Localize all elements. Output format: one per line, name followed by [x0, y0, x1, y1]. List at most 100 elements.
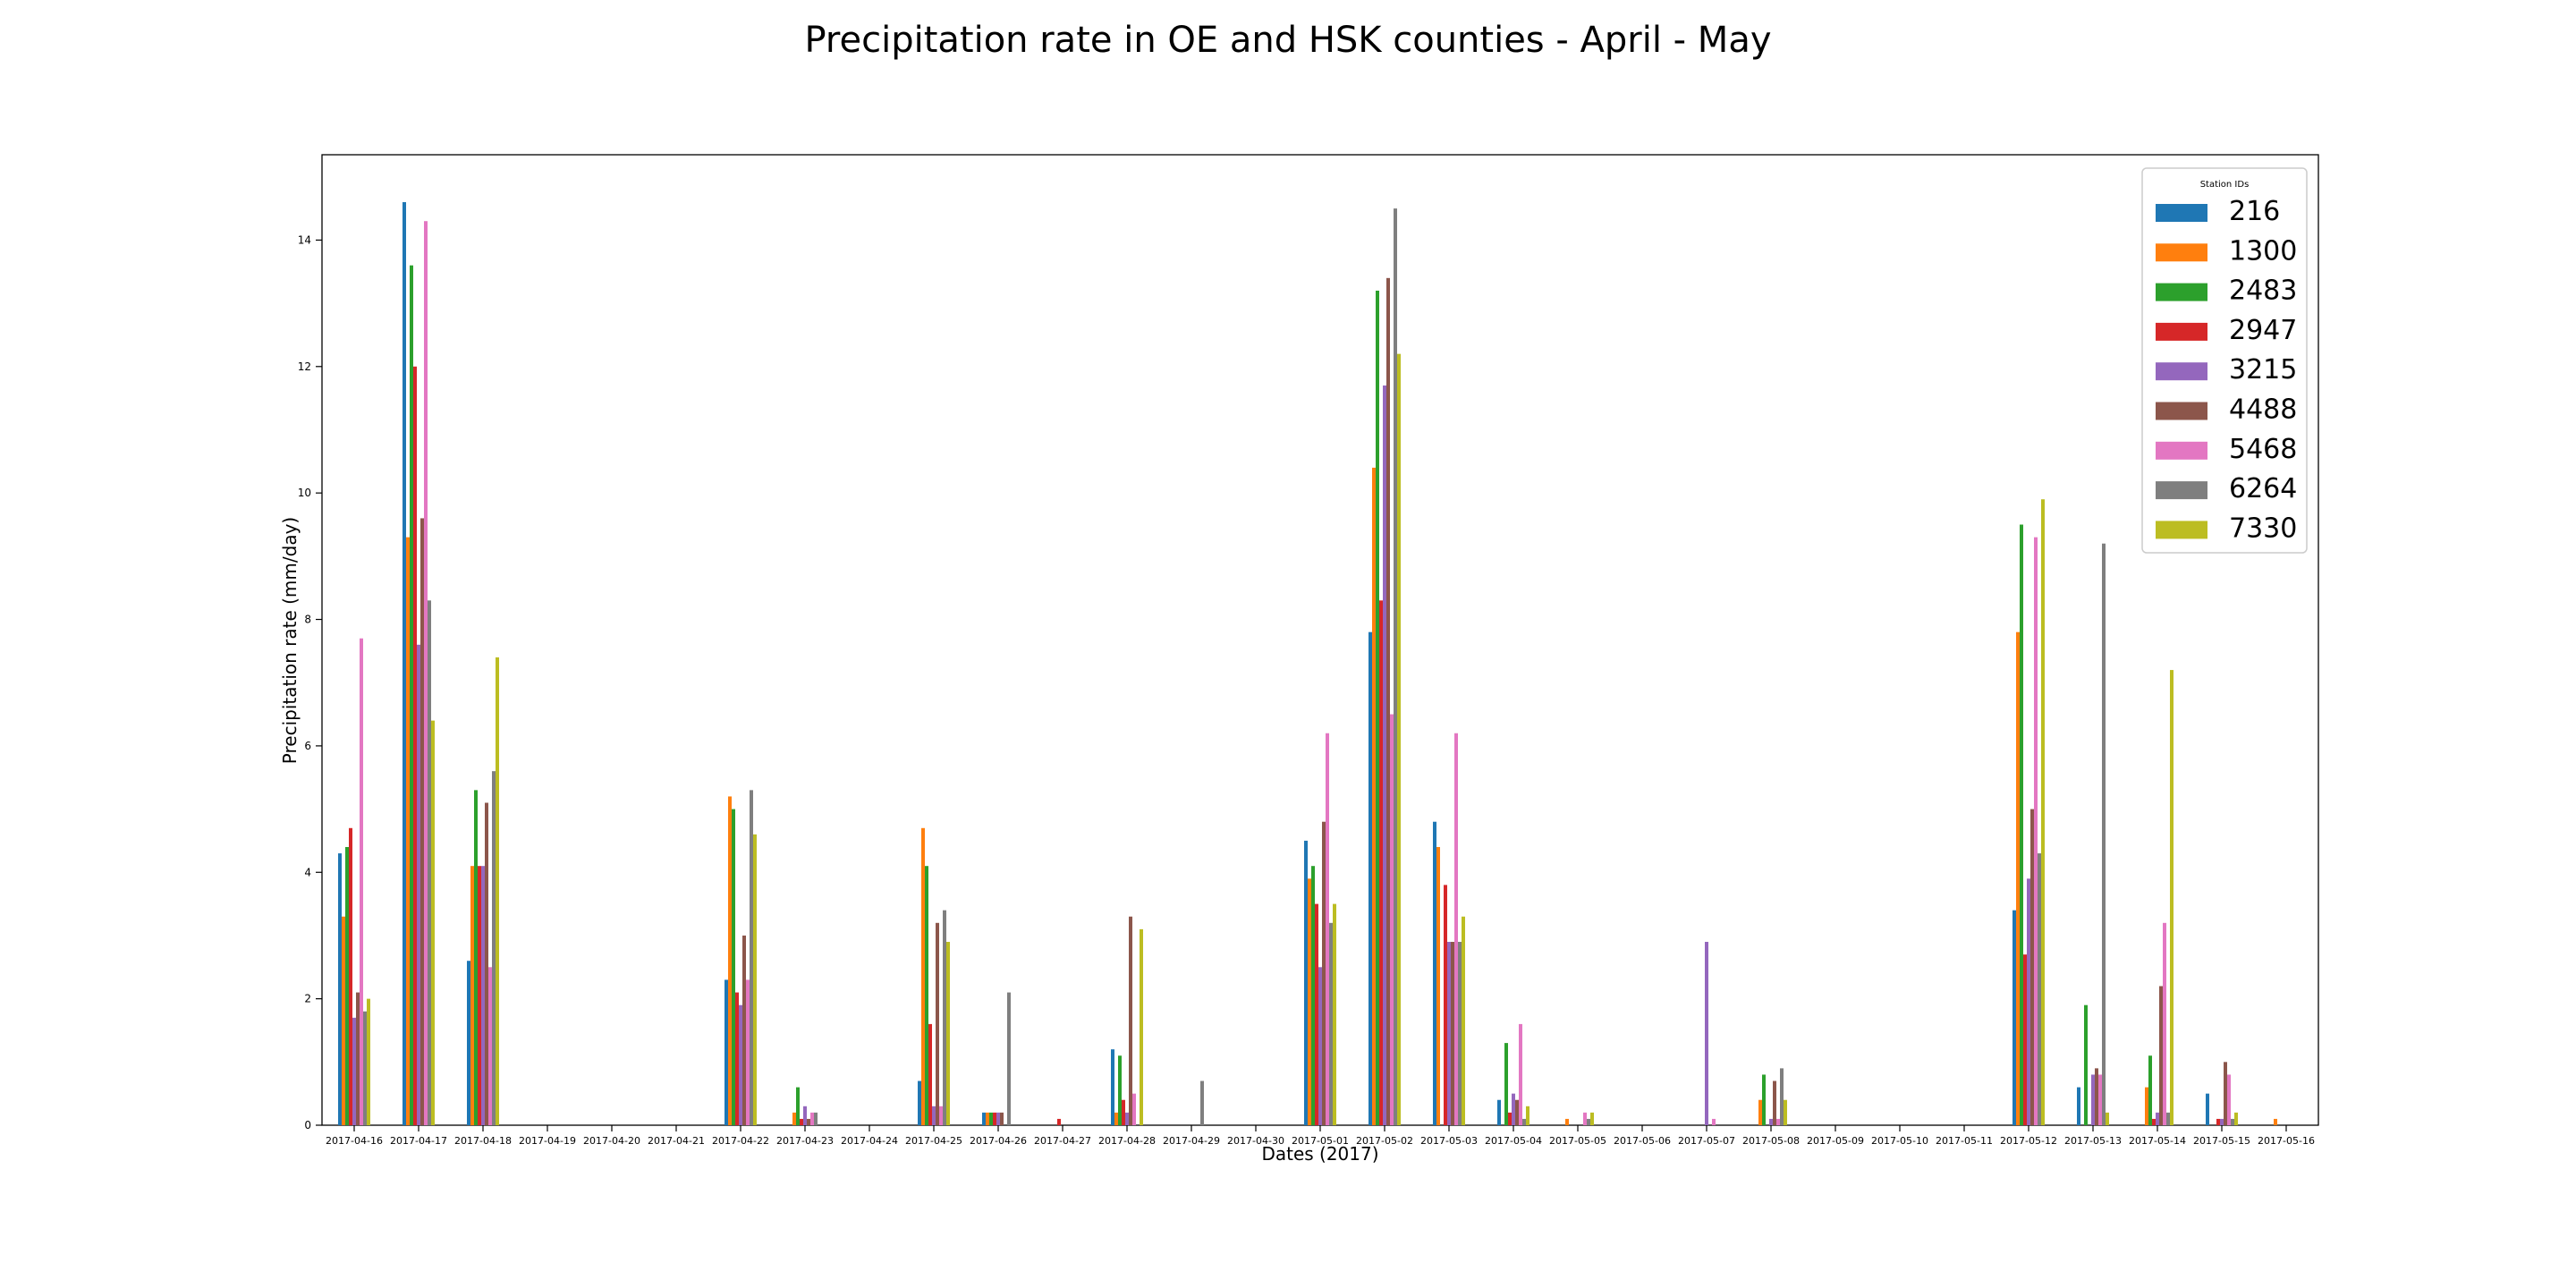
bar: [470, 866, 474, 1125]
x-tick-label: 2017-05-14: [2129, 1135, 2186, 1147]
bar: [993, 1112, 996, 1125]
legend-swatch: [2156, 402, 2207, 420]
bar: [1379, 600, 1383, 1125]
bar: [936, 922, 939, 1125]
x-tick-label: 2017-05-12: [2000, 1135, 2057, 1147]
y-tick-label: 12: [298, 360, 311, 373]
bar: [796, 1087, 800, 1125]
bars: [338, 202, 2277, 1126]
bar: [1386, 277, 1390, 1125]
bar: [2012, 910, 2016, 1125]
bar: [1497, 1099, 1501, 1125]
bar: [1057, 1118, 1061, 1125]
bar: [2084, 1004, 2088, 1125]
x-tick-label: 2017-05-15: [2193, 1135, 2250, 1147]
x-tick-label: 2017-04-22: [712, 1135, 769, 1147]
series-6264: [363, 208, 2234, 1126]
x-tick-label: 2017-04-23: [776, 1135, 834, 1147]
bar: [352, 1017, 356, 1125]
bar: [1519, 1023, 1522, 1125]
y-tick-label: 14: [298, 233, 311, 246]
bar: [1433, 821, 1436, 1125]
bar: [2159, 986, 2163, 1125]
bar: [746, 979, 750, 1125]
bar: [431, 720, 435, 1125]
bar: [739, 1004, 742, 1125]
bar: [1329, 922, 1333, 1125]
bar: [1000, 1112, 1004, 1125]
legend-label: 7330: [2229, 513, 2297, 544]
bar: [1508, 1112, 1512, 1125]
x-tick-label: 2017-05-09: [1807, 1135, 1864, 1147]
x-tick-label: 2017-04-19: [519, 1135, 576, 1147]
x-tick-label: 2017-05-05: [1549, 1135, 1606, 1147]
y-tick-label: 8: [304, 614, 311, 626]
bar: [1129, 916, 1132, 1125]
legend-swatch: [2156, 283, 2207, 301]
bar: [1504, 1043, 1508, 1125]
bar: [1125, 1112, 1129, 1125]
bar: [807, 1118, 810, 1125]
legend: Station IDs 216 1300 2483 2947 3215 4488 5468 6…: [2141, 167, 2308, 554]
bar: [2224, 1062, 2227, 1125]
bar: [410, 265, 413, 1125]
bar: [750, 790, 753, 1125]
bar: [1776, 1118, 1780, 1125]
legend-label: 5468: [2229, 434, 2297, 465]
bar: [1304, 840, 1308, 1125]
x-tick-label: 2017-04-20: [583, 1135, 640, 1147]
bar: [1705, 942, 1708, 1125]
bar: [2163, 922, 2166, 1125]
bar: [2206, 1093, 2209, 1125]
series-7330: [367, 353, 2238, 1125]
bar: [363, 1011, 367, 1125]
bar: [417, 644, 420, 1125]
series-2483: [345, 265, 2152, 1125]
bar: [342, 916, 345, 1125]
x-tick-label: 2017-04-21: [648, 1135, 705, 1147]
bar: [2030, 809, 2034, 1125]
legend-swatch: [2156, 322, 2207, 341]
bar: [724, 979, 728, 1125]
x-tick-label: 2017-04-25: [905, 1135, 962, 1147]
x-tick-label: 2017-04-17: [390, 1135, 447, 1147]
bar: [2216, 1118, 2220, 1125]
bar: [1587, 1118, 1590, 1125]
bar: [1132, 1093, 1136, 1125]
bar: [753, 834, 757, 1125]
bar: [474, 790, 478, 1125]
bar: [728, 796, 732, 1125]
bar: [1447, 942, 1451, 1125]
bar: [1200, 1080, 1204, 1125]
bar: [1454, 733, 1458, 1125]
legend-label: 216: [2229, 196, 2280, 227]
bar: [2098, 1074, 2102, 1125]
x-tick-label: 2017-05-16: [2258, 1135, 2315, 1147]
bar: [1372, 467, 1376, 1125]
bar: [406, 537, 410, 1125]
bar: [918, 1080, 921, 1125]
bar: [478, 866, 481, 1125]
x-tick-label: 2017-05-07: [1678, 1135, 1735, 1147]
bar: [1712, 1118, 1716, 1125]
bar: [1590, 1112, 1594, 1125]
bar: [1515, 1099, 1519, 1125]
bar: [1122, 1099, 1125, 1125]
legend-title: Station IDs: [2200, 180, 2250, 190]
bar: [946, 942, 950, 1125]
bar: [1451, 942, 1454, 1125]
bar: [1383, 385, 1386, 1126]
y-axis: 0 2 4 6 8 10 12 14: [298, 233, 322, 1131]
y-tick-label: 6: [304, 740, 311, 752]
bar: [2091, 1074, 2095, 1125]
bar: [2034, 537, 2038, 1125]
x-tick-label: 2017-04-28: [1098, 1135, 1156, 1147]
bar: [485, 802, 488, 1125]
bar: [492, 771, 496, 1125]
bar: [943, 910, 946, 1125]
legend-swatch: [2156, 362, 2207, 381]
bar: [2020, 524, 2023, 1125]
bar: [1462, 916, 1465, 1125]
bar: [2106, 1112, 2109, 1125]
